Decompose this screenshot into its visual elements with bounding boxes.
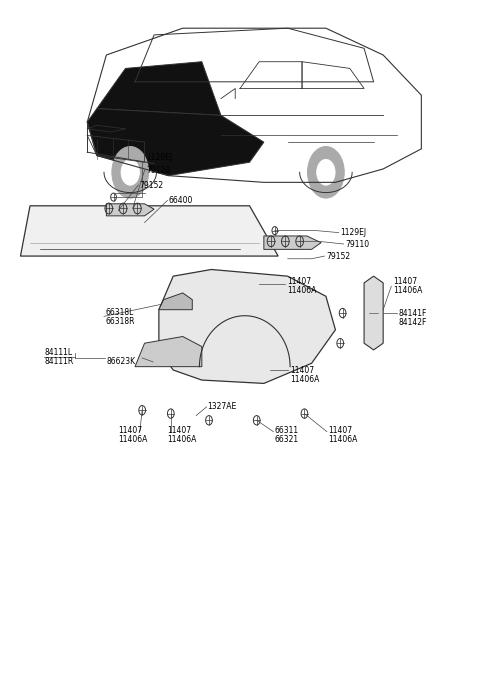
Polygon shape bbox=[87, 108, 264, 176]
Text: 66400: 66400 bbox=[168, 196, 193, 205]
Text: 11406A: 11406A bbox=[328, 435, 358, 444]
Text: 11407: 11407 bbox=[393, 277, 417, 286]
Text: 11407: 11407 bbox=[118, 426, 143, 435]
Circle shape bbox=[317, 160, 335, 185]
Polygon shape bbox=[364, 276, 383, 350]
Text: 79152: 79152 bbox=[140, 180, 164, 190]
Polygon shape bbox=[159, 293, 192, 310]
Text: 11406A: 11406A bbox=[118, 435, 148, 444]
Circle shape bbox=[112, 147, 149, 198]
Text: 11406A: 11406A bbox=[290, 375, 320, 384]
Text: 79120: 79120 bbox=[146, 166, 170, 175]
Polygon shape bbox=[159, 269, 336, 384]
Text: 11406A: 11406A bbox=[287, 287, 316, 295]
Text: 84142F: 84142F bbox=[398, 318, 427, 327]
Text: 84111L: 84111L bbox=[44, 348, 72, 357]
Text: 84111R: 84111R bbox=[44, 357, 73, 367]
Text: 79152: 79152 bbox=[326, 252, 350, 260]
Polygon shape bbox=[107, 204, 154, 216]
Text: 66318L: 66318L bbox=[106, 308, 134, 317]
Text: 11406A: 11406A bbox=[393, 287, 422, 295]
Text: 11406A: 11406A bbox=[168, 435, 197, 444]
Circle shape bbox=[121, 160, 139, 185]
Circle shape bbox=[308, 147, 344, 198]
Text: 66318R: 66318R bbox=[106, 317, 135, 326]
Polygon shape bbox=[264, 236, 321, 250]
Text: 1129EJ: 1129EJ bbox=[146, 153, 172, 162]
Polygon shape bbox=[97, 62, 221, 115]
Text: 11407: 11407 bbox=[290, 365, 314, 374]
Polygon shape bbox=[135, 336, 202, 367]
Text: 66321: 66321 bbox=[275, 435, 299, 444]
Text: 84141F: 84141F bbox=[398, 308, 427, 318]
Text: 86623K: 86623K bbox=[107, 357, 135, 367]
Text: 1327AE: 1327AE bbox=[207, 402, 237, 411]
Text: 79110: 79110 bbox=[345, 240, 369, 248]
Text: 11407: 11407 bbox=[168, 426, 192, 435]
Polygon shape bbox=[21, 206, 278, 256]
Text: 66311: 66311 bbox=[275, 426, 299, 435]
Text: 11407: 11407 bbox=[328, 426, 352, 435]
Text: 1129EJ: 1129EJ bbox=[340, 228, 366, 237]
Text: 11407: 11407 bbox=[287, 277, 311, 286]
